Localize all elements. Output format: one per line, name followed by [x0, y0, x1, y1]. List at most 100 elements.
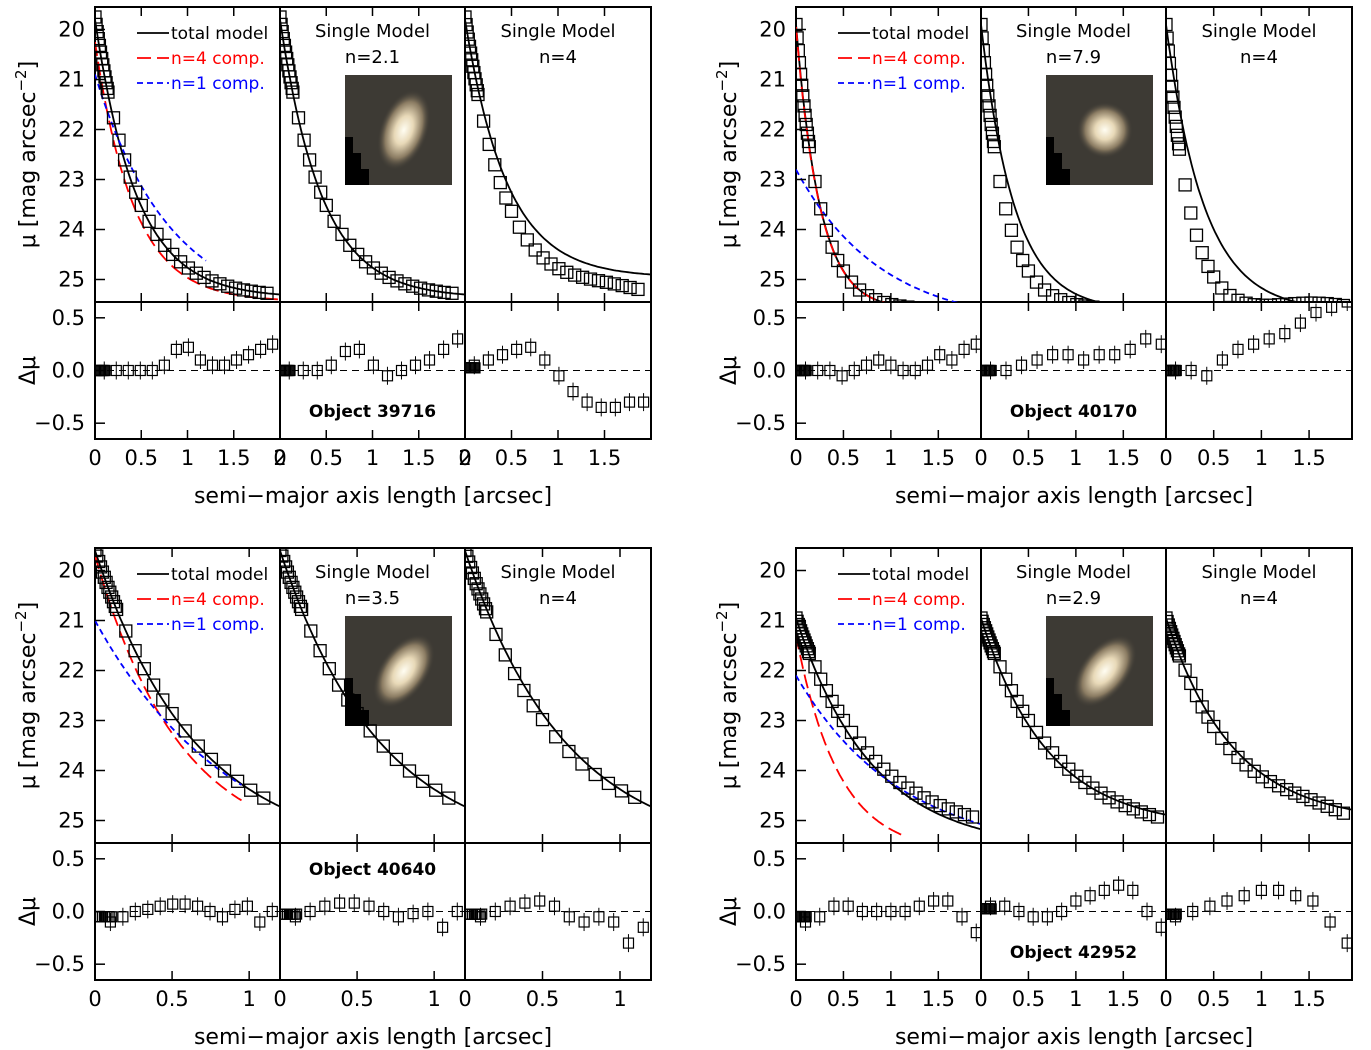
- data-point: [205, 274, 219, 288]
- data-point: [280, 10, 287, 24]
- data-point: [1255, 770, 1269, 784]
- legend-label: n=1 comp.: [872, 74, 966, 94]
- data-point: [917, 301, 931, 302]
- data-point: [800, 126, 815, 140]
- data-point: [1207, 719, 1221, 734]
- data-point: [313, 644, 327, 658]
- data-point: [1166, 611, 1173, 625]
- data-point: [109, 602, 124, 617]
- data-point: [101, 85, 115, 99]
- data-point: [1118, 798, 1132, 813]
- x-axis-label: semi−major axis length [arcsec]: [194, 1025, 552, 1050]
- data-point: [117, 153, 132, 167]
- data-point: [575, 270, 590, 284]
- legend-label: total model: [872, 565, 969, 585]
- data-point: [465, 39, 477, 53]
- data-point: [950, 303, 962, 315]
- data-point: [1094, 301, 1108, 302]
- panel-title: Single Model: [500, 21, 615, 42]
- data-point: [1239, 296, 1253, 302]
- data-point: [181, 261, 196, 275]
- data-point: [1119, 303, 1131, 315]
- data-point: [95, 10, 102, 24]
- data-point: [376, 739, 390, 753]
- data-point: [288, 585, 302, 599]
- y-tick-label: −0.5: [34, 952, 85, 976]
- data-point: [257, 791, 271, 805]
- y-tick-label: 25: [58, 268, 85, 292]
- data-point: [1336, 298, 1351, 302]
- y-tick-label: 20: [58, 559, 85, 583]
- legend-label: n=1 comp.: [872, 615, 966, 635]
- data-point: [1170, 128, 1185, 142]
- y-tick-label: 21: [759, 609, 786, 633]
- data-point: [230, 774, 245, 788]
- data-point: [1078, 299, 1092, 302]
- panel-title: Single Model: [1016, 21, 1131, 42]
- y-tick-label: 20: [759, 559, 786, 583]
- data-point: [1271, 779, 1286, 793]
- chart-block-4: 0 0.5 1 1.5 20 21 22 23 24 25 0.5 0.0 −0.5 μ [mag arc…: [713, 547, 1353, 1050]
- data-point: [958, 303, 970, 315]
- data-point: [552, 262, 566, 276]
- x-tick-label: 1: [181, 446, 194, 470]
- data-point: [601, 776, 616, 791]
- data-point: [1070, 297, 1084, 302]
- x-tick-label: 0: [458, 446, 471, 470]
- data-point: [1102, 301, 1116, 302]
- y-tick-label: −0.5: [735, 952, 786, 976]
- data-point: [560, 265, 574, 279]
- legend-label: n=4 comp.: [171, 590, 265, 610]
- y-tick-label: 22: [58, 118, 85, 142]
- data-point: [445, 286, 459, 300]
- data-point: [1178, 663, 1192, 677]
- data-point: [413, 281, 428, 295]
- data-point: [166, 247, 180, 262]
- x-tick-label: 0.5: [827, 446, 860, 470]
- data-point: [535, 712, 550, 727]
- data-point: [825, 240, 839, 254]
- data-point: [252, 285, 266, 300]
- sersic-index-label: n=7.9: [1046, 47, 1101, 68]
- y-tick-label: 0.0: [753, 359, 786, 383]
- data-point: [119, 624, 133, 638]
- data-point: [1304, 793, 1318, 807]
- data-point: [1328, 297, 1342, 302]
- y-axis-label: μ [mag arcsec−2]: [713, 602, 742, 789]
- legend-label: n=4 comp.: [171, 49, 265, 69]
- x-tick-label: 0: [273, 446, 286, 470]
- data-point: [165, 706, 179, 721]
- y-tick-label: 22: [759, 659, 786, 683]
- y-tick-label: 0.0: [52, 900, 85, 924]
- data-point: [517, 683, 531, 698]
- data-point: [1021, 713, 1036, 728]
- data-point: [498, 648, 512, 662]
- data-point: [398, 277, 412, 291]
- data-point: [341, 693, 355, 707]
- data-point: [493, 175, 507, 190]
- data-point: [869, 293, 883, 302]
- data-point: [1247, 298, 1261, 302]
- data-point: [382, 270, 396, 285]
- x-tick-label: 0.5: [340, 987, 373, 1011]
- model-curve-n-1-comp-: [95, 620, 242, 786]
- y-tick-label: 0.0: [753, 900, 786, 924]
- x-tick-label: 2: [273, 446, 286, 470]
- x-tick-label: 0.5: [526, 987, 559, 1011]
- data-point: [987, 140, 1001, 154]
- data-point: [429, 783, 443, 797]
- data-point: [228, 281, 243, 295]
- chart-block-2: 0 0.5 1 1.5 20 21 22 23 24 25 0.5 0.0 −0.5 μ [mag arc…: [713, 6, 1353, 509]
- data-point: [614, 784, 629, 798]
- data-point: [465, 25, 474, 39]
- y-axis-label: μ [mag arcsec−2]: [713, 61, 742, 248]
- y-tick-label: 0.5: [52, 847, 85, 871]
- x-tick-label: 1.5: [1292, 446, 1325, 470]
- data-point: [1336, 806, 1351, 820]
- data-point: [1045, 289, 1060, 302]
- sersic-index-label: n=2.1: [345, 47, 400, 68]
- legend-label: n=1 comp.: [171, 74, 265, 94]
- x-tick-label: 1.5: [402, 446, 435, 470]
- y-tick-label: 22: [58, 659, 85, 683]
- data-point: [442, 791, 456, 805]
